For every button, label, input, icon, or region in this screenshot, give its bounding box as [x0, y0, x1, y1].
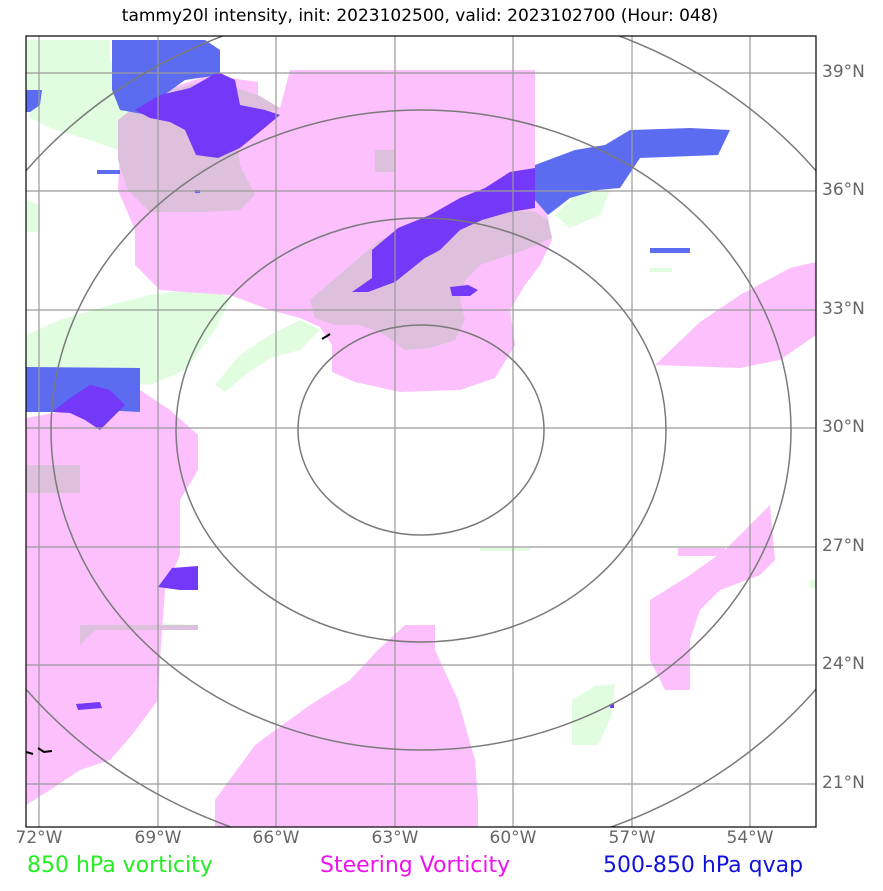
lat-label-33n: 33°N [822, 299, 865, 319]
lon-label-60w: 60°W [489, 828, 537, 848]
legend-qvap: 500-850 hPa qvap [603, 853, 804, 878]
range-rings [26, 36, 816, 827]
legend-vort850: 850 hPa vorticity [27, 853, 213, 878]
map-frame [25, 35, 817, 828]
qvap-areas [26, 40, 730, 412]
map-title: tammy20l intensity, init: 2023102500, va… [121, 6, 719, 26]
lat-label-39n: 39°N [822, 62, 865, 82]
lat-label-27n: 27°N [822, 536, 865, 556]
qvap-core-areas [52, 72, 614, 710]
coastlines [26, 333, 331, 755]
graticule [26, 36, 816, 827]
lon-label-69w: 69°W [134, 828, 182, 848]
lat-label-30n: 30°N [822, 417, 865, 437]
lon-label-72w: 72°W [15, 828, 63, 848]
lon-label-57w: 57°W [608, 828, 656, 848]
lon-label-63w: 63°W [371, 828, 419, 848]
lat-label-24n: 24°N [822, 654, 865, 674]
lat-label-36n: 36°N [822, 180, 865, 200]
lon-label-66w: 66°W [252, 828, 300, 848]
lat-label-21n: 21°N [822, 773, 865, 793]
legend-steering-vorticity: Steering Vorticity [320, 853, 511, 878]
lon-label-54w: 54°W [726, 828, 774, 848]
